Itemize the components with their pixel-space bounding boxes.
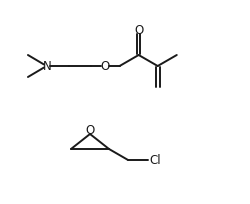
Text: O: O [101,60,110,72]
Text: O: O [86,123,94,136]
Text: Cl: Cl [149,153,161,166]
Text: N: N [42,60,51,72]
Text: O: O [134,23,143,37]
